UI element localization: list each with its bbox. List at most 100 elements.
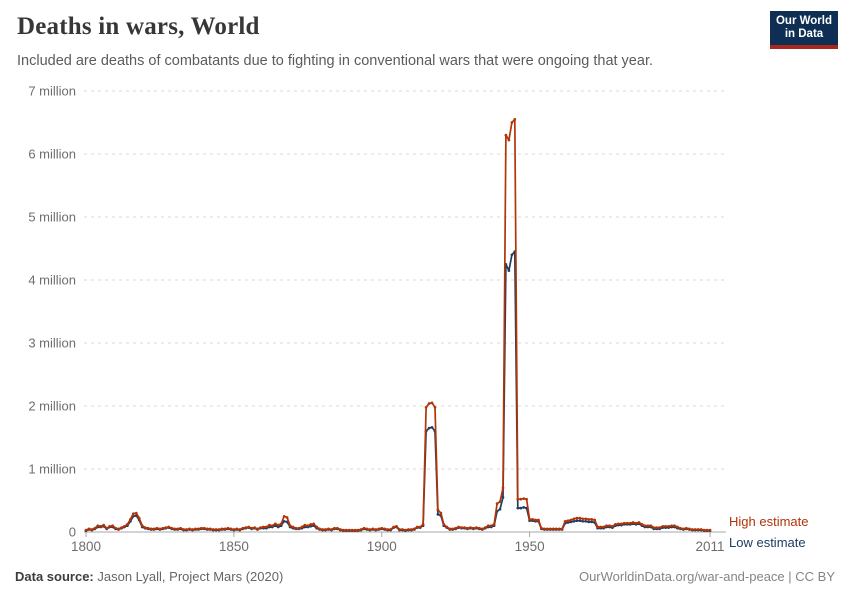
data-point xyxy=(513,118,517,121)
data-point xyxy=(454,526,458,530)
data-point xyxy=(84,528,88,532)
data-point xyxy=(507,138,511,142)
data-point xyxy=(664,524,667,528)
data-point xyxy=(687,527,691,531)
data-point xyxy=(507,269,511,272)
data-point xyxy=(575,516,579,520)
data-point xyxy=(149,527,153,531)
data-point xyxy=(457,525,460,529)
data-point xyxy=(519,506,523,510)
data-point xyxy=(173,527,177,531)
y-tick-label: 6 million xyxy=(28,147,76,162)
data-point xyxy=(199,526,203,530)
data-point xyxy=(548,527,552,531)
data-point xyxy=(336,526,339,530)
data-point xyxy=(611,524,614,528)
data-point xyxy=(256,527,259,531)
data-point xyxy=(333,526,336,530)
data-point xyxy=(324,528,327,531)
data-point xyxy=(525,497,528,501)
data-source-note: Data source: Jason Lyall, Project Mars (… xyxy=(15,569,283,584)
data-point xyxy=(599,525,602,529)
data-point xyxy=(445,525,449,529)
data-point xyxy=(608,524,611,528)
data-point xyxy=(182,528,185,531)
data-point xyxy=(347,528,351,532)
data-point xyxy=(436,508,440,512)
data-point xyxy=(424,405,428,409)
data-point xyxy=(217,528,221,531)
data-point xyxy=(205,527,209,531)
data-point xyxy=(501,496,505,499)
series-line-high-estimate xyxy=(85,118,710,531)
legend-high-estimate[interactable]: High estimate xyxy=(729,514,809,529)
data-point xyxy=(634,521,638,525)
data-point xyxy=(522,497,526,500)
x-tick-label: 1850 xyxy=(219,539,249,554)
data-point xyxy=(430,401,434,405)
data-point xyxy=(628,521,632,525)
data-point xyxy=(321,528,324,531)
data-point xyxy=(137,516,141,520)
data-point xyxy=(208,527,212,531)
data-point xyxy=(383,527,387,531)
data-point xyxy=(279,524,283,528)
data-point xyxy=(282,514,286,518)
data-point xyxy=(309,524,313,528)
data-point xyxy=(344,528,348,532)
data-point xyxy=(341,528,345,532)
data-point xyxy=(545,527,549,531)
data-point xyxy=(353,528,357,532)
data-point xyxy=(480,527,484,531)
data-point xyxy=(463,526,466,529)
data-point xyxy=(670,524,673,528)
data-point xyxy=(581,519,585,523)
data-point xyxy=(279,522,283,526)
data-point xyxy=(693,528,697,531)
data-point xyxy=(483,526,487,529)
data-point xyxy=(259,526,262,529)
data-point xyxy=(655,526,659,529)
data-point xyxy=(226,526,230,530)
data-point xyxy=(365,527,369,531)
data-point xyxy=(418,525,422,529)
data-point xyxy=(593,518,597,522)
data-point xyxy=(486,524,490,528)
data-point xyxy=(469,526,472,529)
data-point xyxy=(374,528,378,531)
data-point xyxy=(108,524,112,528)
data-point xyxy=(371,527,375,531)
data-point xyxy=(300,525,304,529)
data-point xyxy=(407,528,410,531)
data-point xyxy=(294,526,298,530)
data-point xyxy=(510,121,514,124)
data-point xyxy=(684,526,688,530)
data-point xyxy=(667,524,670,528)
data-point xyxy=(427,426,431,430)
x-tick-label: 1900 xyxy=(367,539,397,554)
data-point xyxy=(427,402,431,405)
data-point xyxy=(661,524,665,528)
credit-link[interactable]: OurWorldinData.org/war-and-peace | CC BY xyxy=(578,569,835,584)
data-point xyxy=(528,518,531,521)
data-point xyxy=(504,133,508,137)
data-point xyxy=(356,528,360,532)
data-point xyxy=(489,524,493,528)
data-point xyxy=(152,527,156,531)
data-point xyxy=(377,527,381,531)
data-point xyxy=(155,526,159,530)
data-source-text: Jason Lyall, Project Mars (2020) xyxy=(97,569,284,584)
data-point xyxy=(197,527,200,531)
data-point xyxy=(338,528,342,531)
data-point xyxy=(330,528,333,531)
data-point xyxy=(143,526,147,529)
data-point xyxy=(87,527,91,531)
data-point xyxy=(646,524,650,528)
chart-subtitle: Included are deaths of combatants due to… xyxy=(17,53,653,69)
data-point xyxy=(117,527,120,531)
owid-logo[interactable]: Our World in Data xyxy=(770,11,838,49)
legend-low-estimate[interactable]: Low estimate xyxy=(729,535,806,550)
data-point xyxy=(466,526,469,530)
data-point xyxy=(560,527,564,531)
